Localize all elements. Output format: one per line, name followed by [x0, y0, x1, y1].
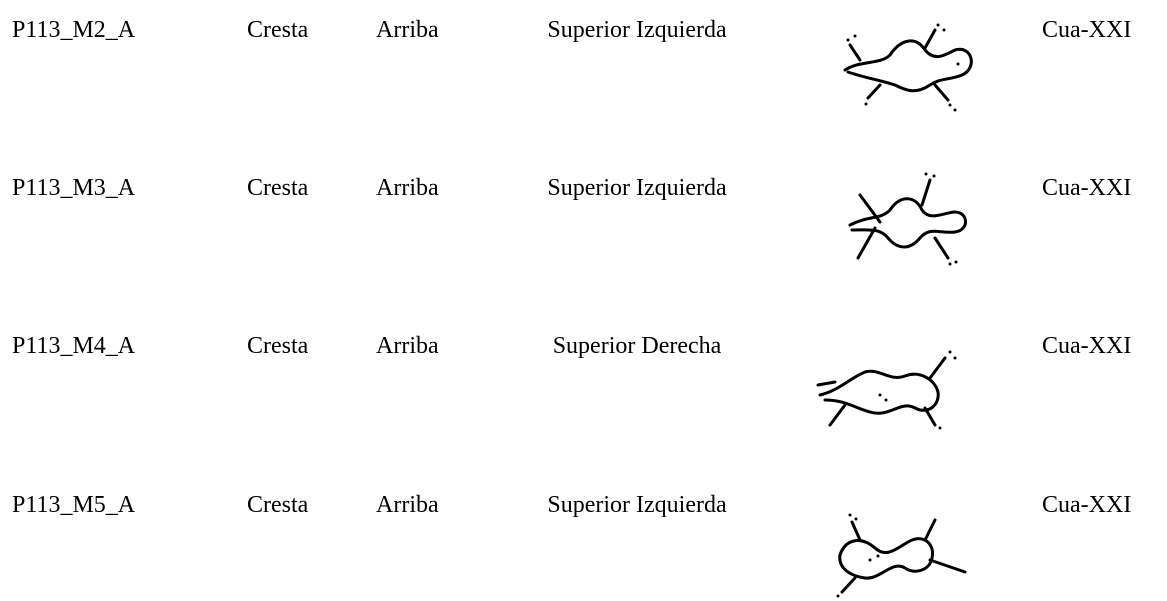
part: Cresta [247, 17, 309, 43]
sketch-m4 [816, 350, 957, 430]
part: Cresta [247, 492, 309, 518]
position: Arriba [376, 333, 439, 359]
source: Cua-XXI [1042, 492, 1132, 518]
row-id: P113_M2_A [12, 17, 136, 43]
row-id: P113_M4_A [12, 333, 136, 359]
sketch-m5 [836, 513, 967, 598]
part: Cresta [247, 333, 309, 359]
orientation: Superior Derecha [552, 333, 722, 359]
orientation: Superior Izquierda [547, 17, 727, 43]
row-id: P113_M5_A [12, 492, 136, 518]
orientation: Superior Izquierda [547, 175, 727, 201]
source: Cua-XXI [1042, 333, 1132, 359]
orientation: Superior Izquierda [547, 492, 727, 518]
sketch-m3 [848, 172, 967, 266]
position: Arriba [376, 17, 439, 43]
part: Cresta [247, 175, 309, 201]
source: Cua-XXI [1042, 17, 1132, 43]
position: Arriba [376, 175, 439, 201]
source: Cua-XXI [1042, 175, 1132, 201]
row-id: P113_M3_A [12, 175, 136, 201]
position: Arriba [376, 492, 439, 518]
sketch-m2 [843, 23, 973, 112]
